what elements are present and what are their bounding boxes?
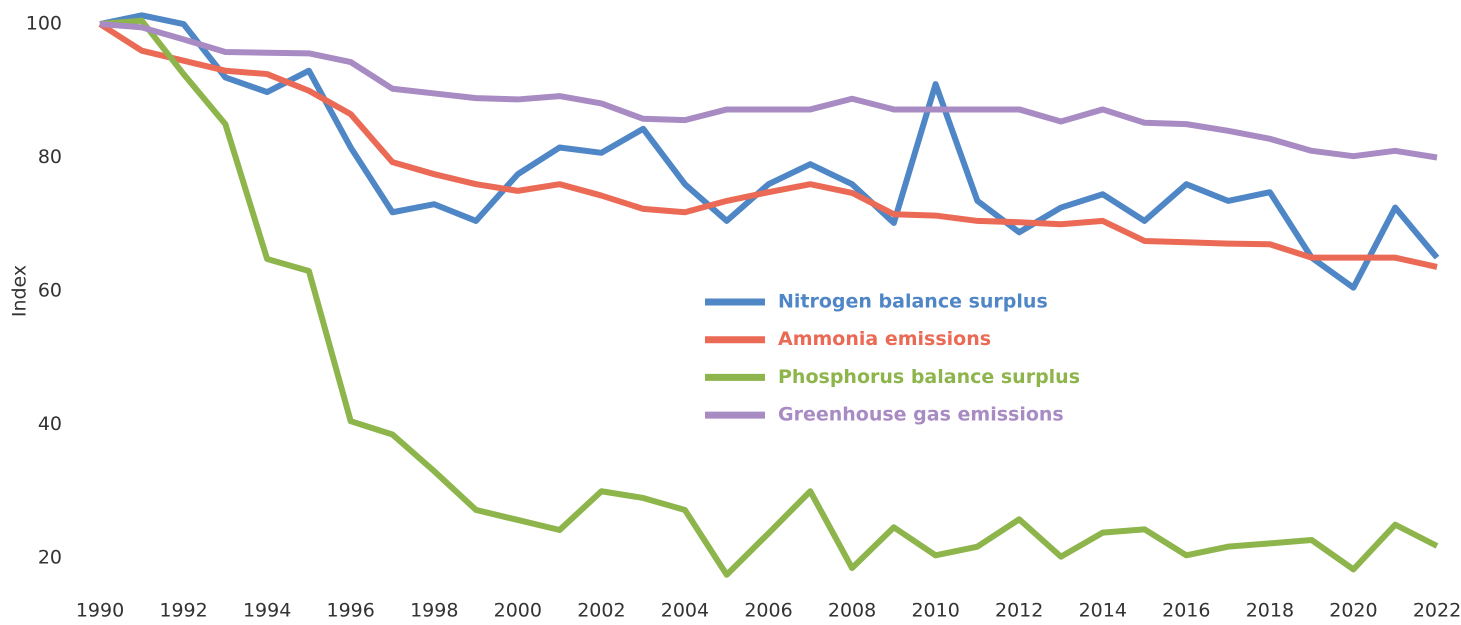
x-tick-label: 2016 [1162,600,1210,622]
x-tick-label: 2000 [494,600,542,622]
x-tick-label: 1994 [243,600,291,622]
series-line [99,21,1438,161]
x-tick-label: 2004 [661,600,709,622]
x-tick-label: 2020 [1329,600,1377,622]
x-tick-label: 2006 [744,600,792,622]
legend-label: Phosphorus balance surplus [778,366,1080,388]
x-tick-label: 2002 [577,600,625,622]
y-tick-label: 20 [38,547,62,569]
x-tick-label: 2008 [828,600,876,622]
series-line [98,21,1438,270]
x-tick-label: 2014 [1079,600,1127,622]
x-tick-label: 1998 [410,600,458,622]
x-tick-label: 2012 [995,600,1043,622]
y-axis-label: Index [9,265,31,317]
x-tick-label: 1992 [159,600,207,622]
x-tick-label: 1996 [327,600,375,622]
legend-label: Greenhouse gas emissions [778,404,1064,426]
y-tick-label: 40 [38,413,62,435]
y-tick-label: 80 [38,146,62,168]
x-tick-label: 2018 [1246,600,1294,622]
y-tick-label: 100 [26,13,62,35]
legend-label: Ammonia emissions [778,328,991,350]
series-line [99,17,1439,578]
x-tick-label: 2022 [1413,600,1461,622]
y-tick-label: 60 [38,280,62,302]
x-tick-label: 2010 [911,600,959,622]
x-tick-label: 1990 [76,600,124,622]
legend-label: Nitrogen balance surplus [778,291,1048,313]
